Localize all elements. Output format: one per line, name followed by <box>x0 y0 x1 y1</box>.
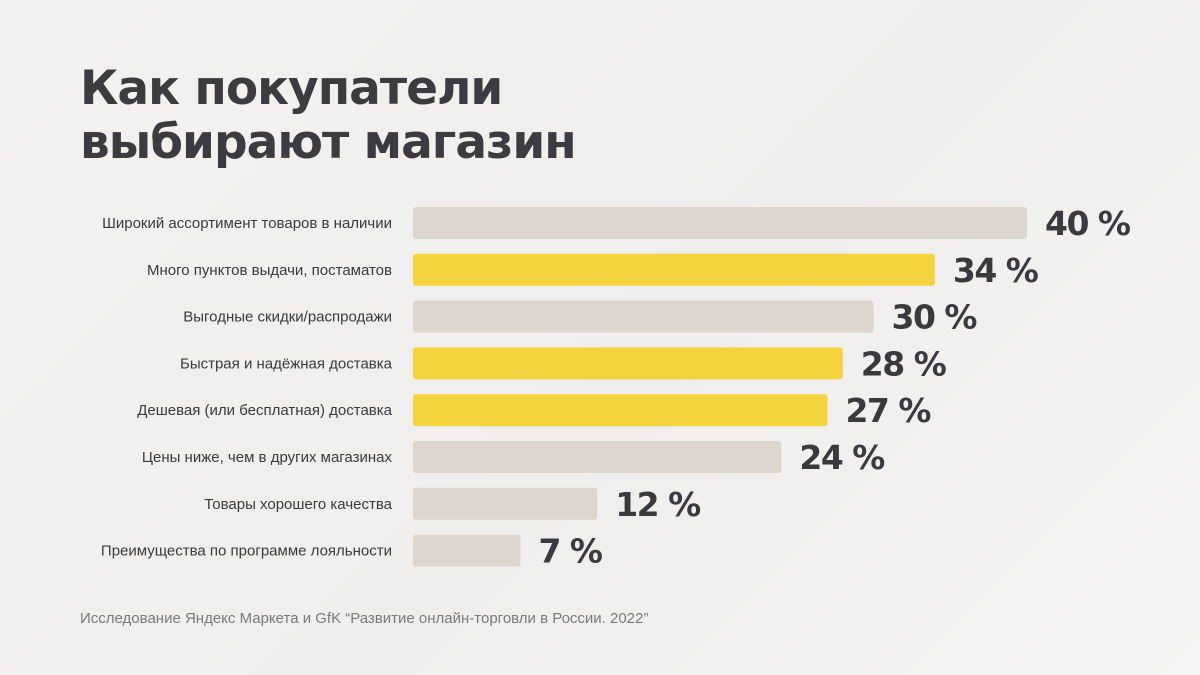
value-label: 30 % <box>892 298 978 337</box>
chart-title: Как покупатели выбирают магазин <box>80 62 780 170</box>
category-label: Быстрая и надёжная доставка <box>180 355 393 372</box>
value-label: 34 % <box>953 251 1039 290</box>
bar <box>413 207 1027 239</box>
value-label: 40 % <box>1045 204 1131 243</box>
value-label: 7 % <box>538 532 602 571</box>
bar-row: Быстрая и надёжная доставка 28 % <box>180 344 948 383</box>
bar-row: Преимущества по программе лояльности 7 % <box>101 532 604 571</box>
bar <box>413 534 521 567</box>
source-note: Исследование Яндекс Маркета и GfK “Разви… <box>80 610 649 627</box>
bar-row: Дешевая (или бесплатная) доставка 27 % <box>137 391 933 430</box>
category-label: Выгодные скидки/распродажи <box>183 309 392 326</box>
bar-row: Широкий ассортимент товаров в наличии 40 … <box>102 204 1132 243</box>
bar-chart: Широкий ассортимент товаров в наличии 40 … <box>101 204 1133 571</box>
category-label: Широкий ассортимент товаров в наличии <box>102 215 392 232</box>
value-label: 28 % <box>861 344 947 383</box>
bar <box>413 487 598 520</box>
bar-row: Товары хорошего качества 12 % <box>204 485 702 524</box>
bar-row: Цены ниже, чем в других магазинах 24 % <box>142 438 887 477</box>
bar <box>413 347 843 380</box>
category-label: Много пунктов выдачи, постаматов <box>147 262 392 279</box>
category-label: Цены ниже, чем в других магазинах <box>142 449 393 466</box>
category-label: Преимущества по программе лояльности <box>101 543 392 560</box>
chart-title-line-1: Как покупатели <box>80 61 503 116</box>
value-label: 12 % <box>615 485 701 524</box>
bar <box>413 300 874 333</box>
category-label: Товары хорошего качества <box>204 496 392 513</box>
bar <box>413 441 782 473</box>
bar-row: Выгодные скидки/распродажи 30 % <box>183 298 979 337</box>
bar-row: Много пунктов выдачи, постаматов 34 % <box>147 251 1040 290</box>
value-label: 27 % <box>845 391 931 430</box>
bar <box>413 253 935 286</box>
bar <box>413 394 828 427</box>
category-label: Дешевая (или бесплатная) доставка <box>137 402 392 419</box>
chart-title-line-2: выбирают магазин <box>80 115 577 170</box>
value-label: 24 % <box>799 438 885 477</box>
